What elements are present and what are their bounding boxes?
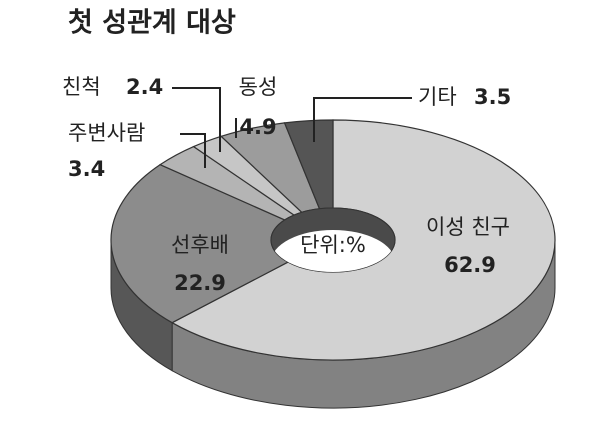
leader-line [180,133,206,168]
leader-line [313,97,412,142]
category-label: 기타 [418,85,457,109]
category-label: 선후배 [171,233,229,257]
hole-floor [271,230,395,272]
category-label: 이성 친구 [426,215,510,239]
category-label: 동성 [239,75,278,99]
leader-line [172,87,221,152]
value-label: 3.4 [68,157,105,181]
chart-title: 첫 성관계 대상 [68,8,236,39]
value-label: 62.9 [444,253,496,277]
value-label: 22.9 [174,271,226,295]
value-label: 4.9 [239,115,276,139]
value-label: 2.4 [126,75,163,99]
category-label: 주변사람 [68,121,145,145]
category-label: 친척 [62,75,101,99]
value-label: 3.5 [474,85,511,109]
unit-label: 단위:% [300,233,366,257]
slice [110,163,290,372]
